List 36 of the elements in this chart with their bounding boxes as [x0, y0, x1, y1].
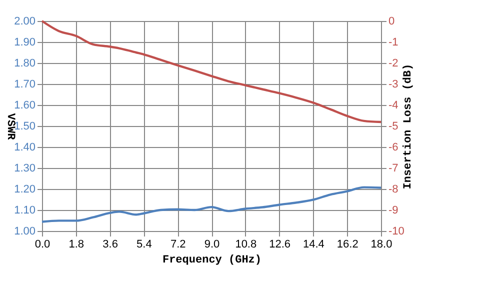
x-tick-label: 5.4 [136, 238, 152, 250]
y-tick-label: 1.30 [14, 162, 36, 174]
x-tick-label: 16.2 [336, 238, 358, 250]
y-tick-label: 1.40 [14, 142, 36, 154]
y-axis-title: VSWR [4, 113, 16, 140]
y2-tick-label: 0 [388, 16, 395, 28]
y2-tick-label: -9 [388, 204, 398, 216]
y-tick-label: 1.80 [14, 58, 36, 70]
x-tick-label: 14.4 [302, 238, 324, 250]
y-tick-label: 2.00 [14, 16, 36, 28]
y2-tick-label: -3 [388, 78, 398, 90]
y2-tick-label: -1 [388, 36, 398, 48]
y-tick-label: 1.10 [14, 204, 36, 216]
y-tick-label: 1.70 [14, 78, 36, 90]
x-axis-title: Frequency (GHz) [162, 254, 262, 266]
x-tick-label: 0.0 [34, 238, 50, 250]
y2-tick-label: -7 [388, 162, 398, 174]
y2-tick-label: -4 [388, 100, 398, 112]
x-tick-label: 3.6 [102, 238, 118, 250]
x-tick-label: 18.0 [370, 238, 392, 250]
x-tick-label: 7.2 [170, 238, 186, 250]
y-tick-label: 1.50 [14, 120, 36, 132]
y2-tick-label: -10 [388, 226, 404, 238]
y2-tick-label: -6 [388, 142, 398, 154]
y2-tick-label: -8 [388, 184, 398, 196]
y2-tick-label: -2 [388, 58, 398, 70]
y2-tick-label: -5 [388, 120, 398, 132]
y2-axis-title: Insertion Loss (dB) [402, 64, 414, 190]
x-tick-label: 9.0 [204, 238, 220, 250]
x-tick-label: 1.8 [68, 238, 84, 250]
y-tick-label: 1.20 [14, 184, 36, 196]
y-tick-label: 1.60 [14, 100, 36, 112]
y-tick-label: 1.00 [14, 226, 36, 238]
x-tick-label: 12.6 [269, 238, 291, 250]
x-tick-label: 10.8 [235, 238, 257, 250]
y-tick-label: 1.90 [14, 36, 36, 48]
